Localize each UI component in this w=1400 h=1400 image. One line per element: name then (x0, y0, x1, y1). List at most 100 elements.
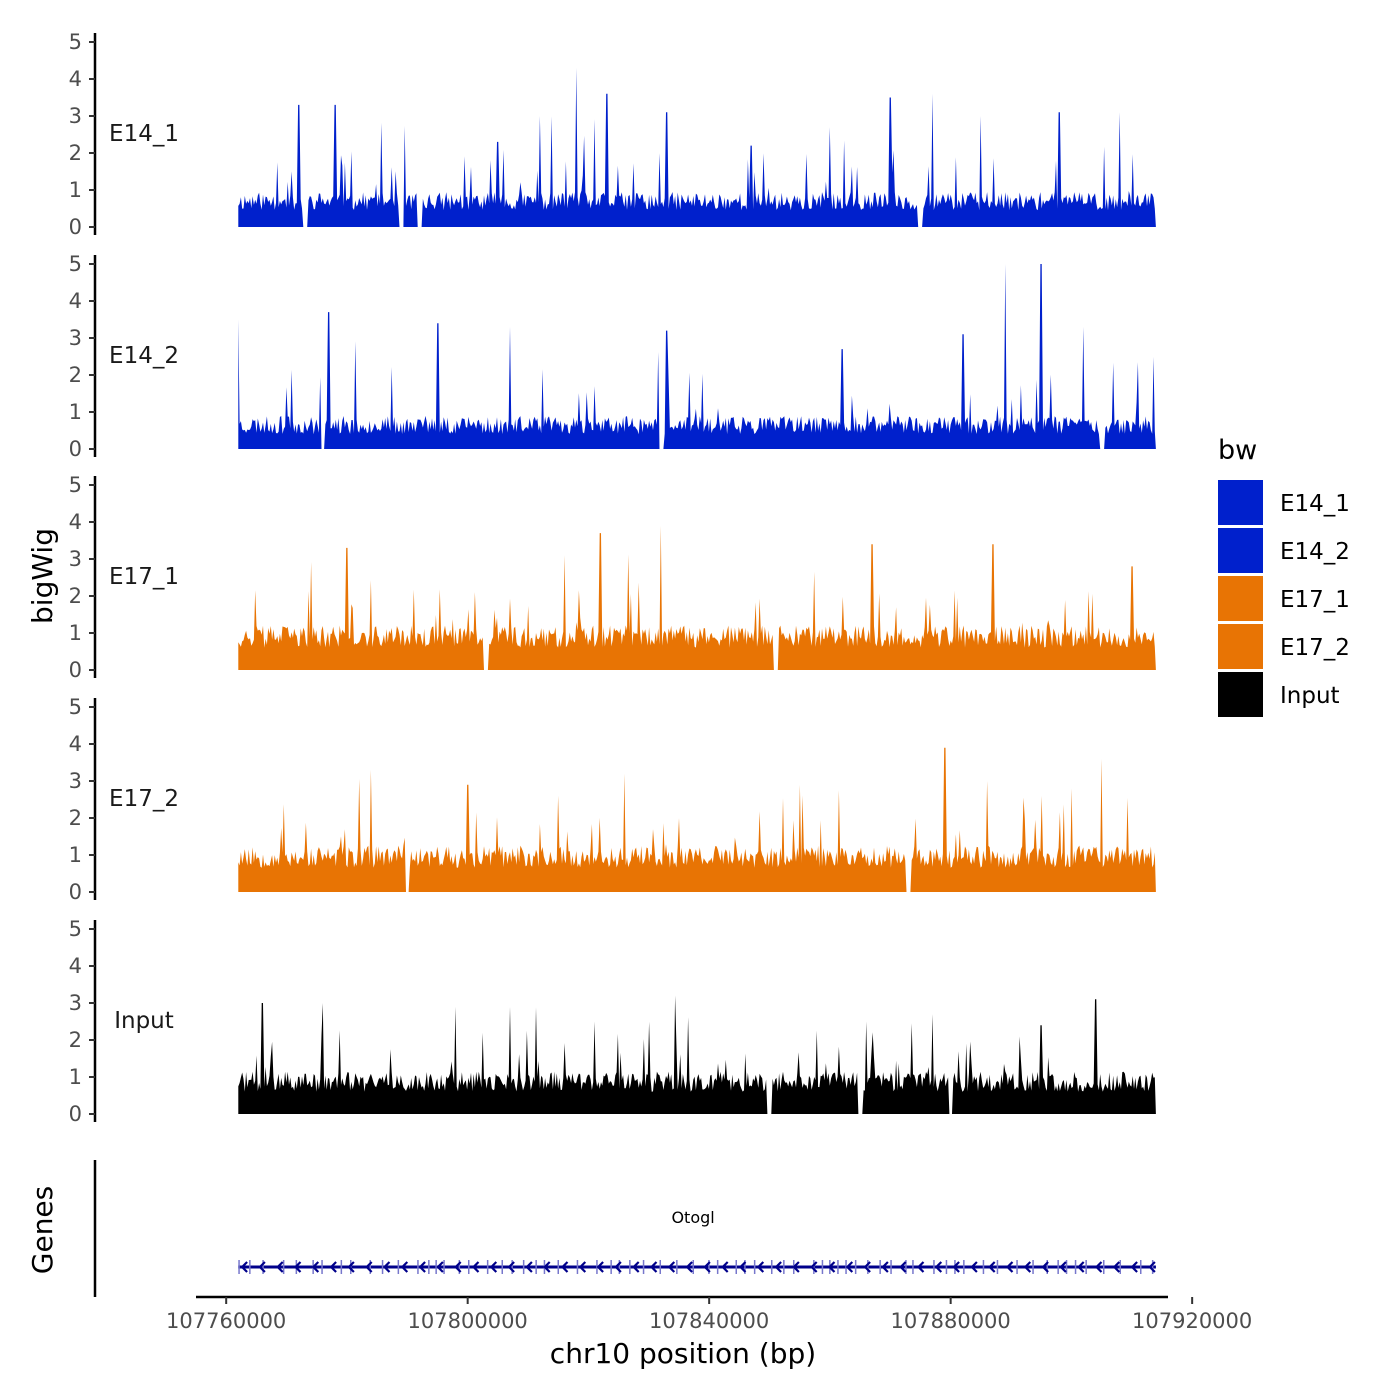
exon-mark (468, 1260, 470, 1274)
legend-swatch (1218, 576, 1263, 621)
y-tick-label: 2 (69, 584, 82, 608)
x-tick-label: 107800000 (408, 1309, 528, 1333)
coverage-area-input (238, 995, 1156, 1114)
exon-mark (381, 1260, 384, 1274)
legend-label: E14_1 (1280, 491, 1350, 517)
track-e17_2: 0 1 2 3 4 5 E17_2 (69, 695, 1156, 904)
exon-mark (535, 1260, 537, 1274)
exon-mark (610, 1260, 612, 1274)
y-tick-label: 1 (69, 621, 82, 645)
exon-mark (905, 1260, 907, 1274)
strand-arrow (1005, 1261, 1014, 1273)
exon-mark (1074, 1260, 1077, 1274)
strand-arrow (738, 1261, 747, 1273)
exon-mark (522, 1260, 525, 1274)
exon-mark (340, 1260, 343, 1274)
track-label-e17_2: E17_2 (109, 786, 179, 812)
legend-item-e17_1: E17_1 (1218, 576, 1350, 621)
strand-arrow (1059, 1261, 1067, 1273)
y-tick-label: 0 (69, 880, 82, 904)
legend-label: Input (1280, 683, 1340, 709)
strand-arrow (1130, 1261, 1138, 1273)
exon-mark (753, 1260, 756, 1274)
coverage-area-e17_1 (238, 525, 1156, 670)
x-tick-label: 107760000 (166, 1309, 286, 1333)
legend: bw E14_1 E14_2 E17_1 E17_2 Input (1218, 435, 1350, 717)
y-tick-label: 3 (69, 991, 82, 1015)
exon-mark (1085, 1260, 1087, 1274)
legend-item-e17_2: E17_2 (1218, 624, 1350, 669)
coverage-area-e14_2 (238, 264, 1156, 449)
strand-arrow (845, 1261, 854, 1273)
exon-mark (249, 1260, 251, 1274)
y-tick-label: 0 (69, 437, 82, 461)
strand-arrow (1112, 1261, 1121, 1273)
exon-mark (1057, 1260, 1059, 1274)
exon-mark (443, 1260, 445, 1274)
legend-swatch (1218, 672, 1263, 717)
strand-arrow (988, 1261, 996, 1273)
exon-mark (783, 1260, 785, 1274)
strand-arrow (471, 1261, 480, 1273)
y-tick-label: 4 (69, 510, 82, 534)
x-axis: 107760000 107800000 107840000 107880000 1079… (166, 1295, 1252, 1333)
exon-mark (1103, 1260, 1105, 1274)
exon-mark (676, 1260, 678, 1274)
strand-arrow (578, 1261, 587, 1273)
strand-arrow (721, 1261, 729, 1273)
legend-swatch (1218, 480, 1263, 525)
exon-mark (1140, 1260, 1142, 1274)
exon-mark (659, 1260, 661, 1274)
strand-arrow (934, 1261, 943, 1273)
exon-mark (716, 1260, 719, 1274)
exon-mark (501, 1260, 503, 1274)
strand-arrow (1077, 1261, 1085, 1273)
exon-mark (417, 1260, 419, 1274)
exon-mark (982, 1260, 985, 1274)
genes-panel: Otogl (93, 1160, 1156, 1297)
strand-arrow (649, 1261, 658, 1273)
strand-arrow (560, 1261, 569, 1273)
exon-mark (867, 1260, 869, 1274)
exon-mark (933, 1260, 935, 1274)
y-axis-title: bigWig (26, 528, 59, 624)
legend-title: bw (1218, 435, 1257, 466)
x-tick-label: 107920000 (1132, 1309, 1252, 1333)
y-tick-label: 4 (69, 732, 82, 756)
strand-arrow (507, 1261, 515, 1273)
strand-arrow (365, 1261, 373, 1273)
strand-arrow (382, 1261, 391, 1273)
x-tick-label: 107880000 (891, 1309, 1011, 1333)
strand-arrow (632, 1261, 640, 1273)
exon-mark (771, 1260, 773, 1274)
y-tick-label: 2 (69, 363, 82, 387)
strand-arrow (916, 1261, 925, 1273)
y-tick-label: 0 (69, 658, 82, 682)
strand-arrow (827, 1261, 836, 1273)
y-tick-label: 5 (69, 30, 82, 54)
legend-label: E17_2 (1280, 635, 1350, 661)
strand-arrow (418, 1261, 426, 1273)
strand-arrow (525, 1261, 533, 1273)
y-tick-label: 3 (69, 104, 82, 128)
y-tick-label: 0 (69, 215, 82, 239)
strand-arrow (1023, 1261, 1032, 1273)
exon-mark (511, 1260, 513, 1274)
y-tick-label: 1 (69, 178, 82, 202)
track-label-e17_1: E17_1 (109, 564, 179, 590)
exon-mark (1119, 1260, 1121, 1274)
y-tick-label: 5 (69, 917, 82, 941)
exon-mark (435, 1260, 437, 1274)
strand-arrow (703, 1261, 711, 1273)
strand-arrow (293, 1261, 302, 1273)
strand-arrow (685, 1261, 693, 1273)
y-tick-label: 2 (69, 1028, 82, 1052)
strand-arrow (863, 1261, 871, 1273)
coverage-area-e14_1 (238, 67, 1156, 228)
strand-arrow (454, 1261, 462, 1273)
exon-mark (890, 1260, 892, 1274)
strand-arrow (436, 1261, 444, 1273)
y-tick-label: 4 (69, 954, 82, 978)
y-tick-label: 0 (69, 1102, 82, 1126)
